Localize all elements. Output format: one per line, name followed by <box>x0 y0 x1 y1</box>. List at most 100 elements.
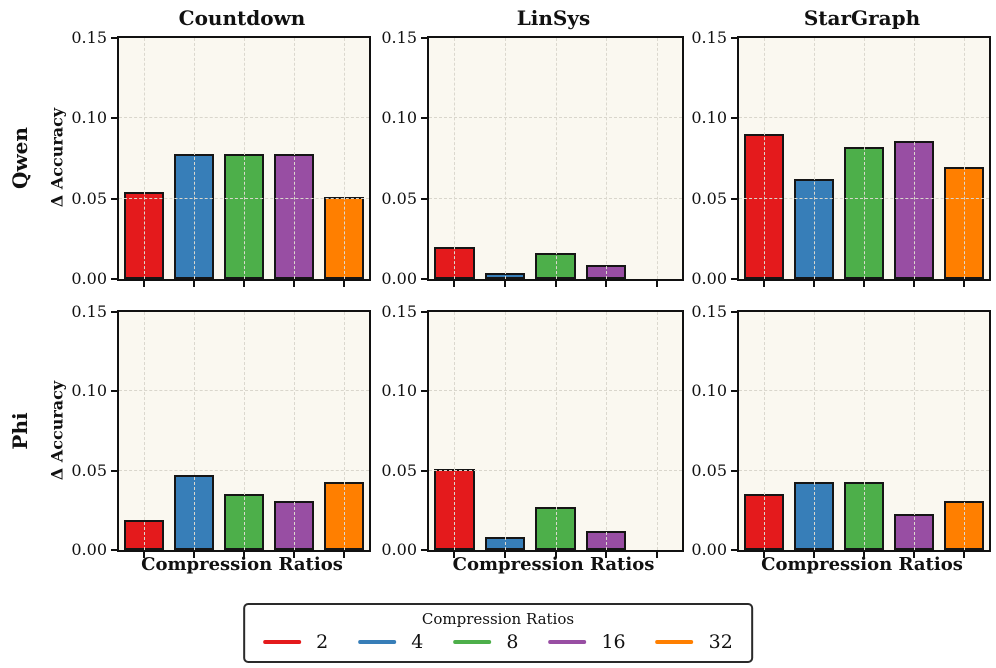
v-gridline <box>144 38 145 279</box>
v-gridline <box>504 312 506 550</box>
row-label-phi: Phi <box>8 412 32 450</box>
bar-phi-linsys-ratio-2 <box>434 469 475 550</box>
y-tick <box>421 278 427 280</box>
v-gridline <box>555 38 557 279</box>
y-tick <box>111 311 117 313</box>
y-tick <box>421 197 427 200</box>
y-tick-label: 0.05 <box>381 460 417 480</box>
v-gridline <box>914 312 915 550</box>
y-tick <box>731 469 737 472</box>
y-tick-label: 0.15 <box>71 302 107 321</box>
x-tick <box>193 552 195 558</box>
axes-qwen-countdown: 0.00 0.05 0.10 0.15 <box>71 28 371 288</box>
x-tick <box>913 552 915 558</box>
y-tick <box>111 549 117 551</box>
y-tick-label: 0.00 <box>381 269 417 288</box>
v-gridline <box>194 38 195 279</box>
y-tick-label: 0.10 <box>691 381 727 401</box>
x-tick <box>763 552 765 558</box>
v-gridline <box>764 38 765 279</box>
y-tick <box>421 37 427 39</box>
v-gridline <box>914 38 915 279</box>
y-tick <box>731 311 737 313</box>
y-tick <box>421 311 427 313</box>
legend-line-swatch <box>453 640 492 644</box>
y-tick-label: 0.10 <box>71 108 107 128</box>
x-tick <box>453 281 456 287</box>
subplot-title-countdown: Countdown <box>178 6 306 30</box>
v-gridline <box>504 38 506 279</box>
bar-qwen-linsys-ratio-2 <box>434 247 475 279</box>
legend-title: Compression Ratios <box>421 610 575 628</box>
y-tick-label: 0.00 <box>71 269 107 288</box>
axes-phi-linsys: 0.00 0.05 0.10 0.15 <box>381 302 684 559</box>
axes-qwen-stargraph: 0.00 0.05 0.10 0.15 <box>691 28 991 288</box>
v-gridline <box>454 312 456 550</box>
x-tick <box>503 552 506 558</box>
v-gridline <box>244 312 245 550</box>
legend-entry-8: 8 <box>453 631 518 653</box>
y-tick <box>421 469 427 472</box>
v-gridline <box>864 312 865 550</box>
y-tick <box>731 278 737 280</box>
v-gridline <box>294 312 295 550</box>
y-tick <box>731 390 737 393</box>
v-gridline <box>294 38 295 279</box>
x-tick <box>763 281 765 287</box>
x-axis-label: Compression Ratios <box>761 554 963 575</box>
x-tick <box>143 552 145 558</box>
y-tick-label: 0.15 <box>381 28 417 47</box>
legend-entry-32: 32 <box>655 631 733 653</box>
v-gridline <box>454 38 456 279</box>
y-tick <box>731 37 737 39</box>
subplot-title-linsys: LinSys <box>516 6 591 30</box>
y-tick-label: 0.15 <box>381 302 417 321</box>
x-tick <box>655 552 658 558</box>
x-axis-label: Compression Ratios <box>141 554 343 575</box>
v-gridline <box>864 38 865 279</box>
bar-phi-linsys-ratio-8 <box>535 507 576 550</box>
v-gridline <box>606 312 608 550</box>
y-tick-label: 0.05 <box>691 188 727 208</box>
axes-qwen-linsys: 0.00 0.05 0.10 0.15 <box>381 28 684 288</box>
legend-entry-label: 4 <box>411 631 424 653</box>
y-tick <box>731 549 737 551</box>
x-tick <box>963 552 965 558</box>
v-gridline <box>814 312 815 550</box>
legend-line-swatch <box>358 640 397 644</box>
y-tick <box>421 549 427 551</box>
x-tick <box>913 281 915 287</box>
axes-phi-stargraph: 0.00 0.05 0.10 0.15 <box>691 302 991 559</box>
legend-entry-label: 2 <box>316 631 329 653</box>
x-tick <box>293 552 295 558</box>
y-tick <box>731 117 737 120</box>
v-gridline <box>606 38 608 279</box>
v-gridline <box>555 312 557 550</box>
legend-line-swatch <box>263 640 302 644</box>
legend-entry-label: 16 <box>601 631 626 653</box>
v-gridline <box>344 38 345 279</box>
legend-entry-label: 32 <box>708 631 733 653</box>
x-tick <box>243 281 245 287</box>
v-gridline <box>656 312 658 550</box>
y-tick-label: 0.05 <box>71 460 107 480</box>
legend-line-swatch <box>655 640 694 644</box>
y-tick <box>111 37 117 39</box>
x-tick <box>655 281 658 287</box>
y-tick-label: 0.15 <box>691 302 727 321</box>
v-gridline <box>344 312 345 550</box>
v-gridline <box>764 312 765 550</box>
x-tick <box>503 281 506 287</box>
v-gridline <box>814 38 815 279</box>
y-tick-label: 0.00 <box>691 540 727 559</box>
y-tick <box>111 278 117 280</box>
y-tick <box>111 117 117 120</box>
y-tick-label: 0.05 <box>381 188 417 208</box>
x-tick <box>813 281 815 287</box>
y-tick-label: 0.00 <box>381 540 417 559</box>
y-tick-label: 0.10 <box>381 381 417 401</box>
x-tick <box>554 552 557 558</box>
y-tick-label: 0.05 <box>71 188 107 208</box>
legend-line-swatch <box>548 640 587 644</box>
